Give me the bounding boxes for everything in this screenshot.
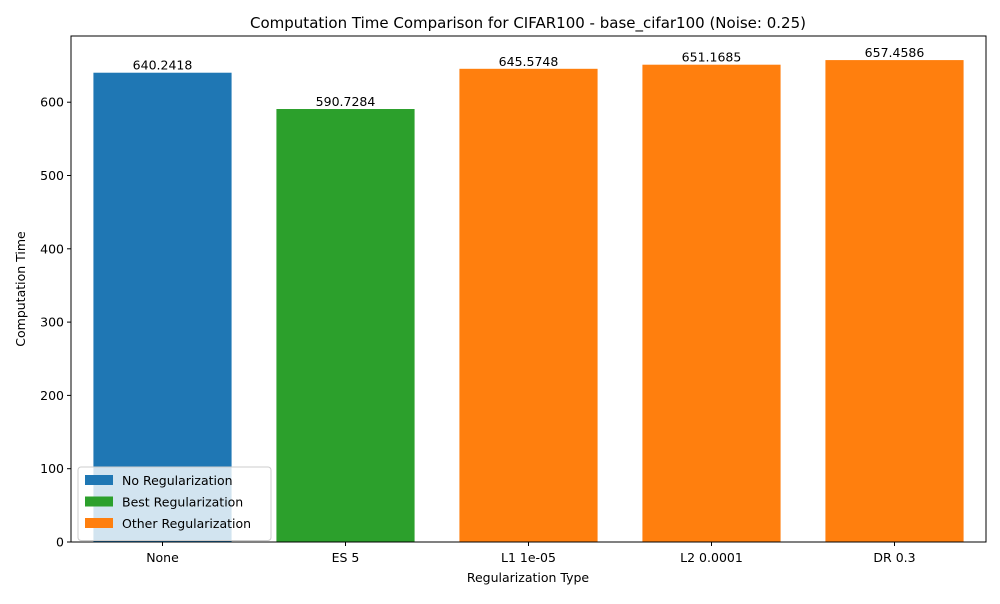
legend-box [77,466,272,541]
y-tick-label-200: 200 [40,388,64,403]
legend-swatch-other-regularization [85,518,113,528]
data-label-l1-1e-05: 645.5748 [499,54,559,69]
x-axis-label: Regularization Type [467,570,590,585]
chart-title: Computation Time Comparison for CIFAR100… [250,14,806,33]
data-label-none: 640.2418 [133,58,193,73]
y-axis-label: Computation Time [13,231,28,347]
x-tick-label-es-5: ES 5 [332,550,360,565]
data-label-dr-0-3: 657.4586 [865,45,925,60]
legend-label-best-regularization: Best Regularization [122,495,243,510]
x-tick-label-dr-0-3: DR 0.3 [873,550,915,565]
y-tick-label-600: 600 [40,95,64,110]
legend-label-other-regularization: Other Regularization [122,516,251,531]
x-tick-label-l2-0-0001: L2 0.0001 [680,550,743,565]
y-tick-label-400: 400 [40,241,64,256]
bar-none [93,72,232,543]
data-labels-layer: 640.2418 590.7284 645.5748 651.1685 657.4586 [133,45,925,109]
legend-label-no-regularization: No Regularization [122,473,233,488]
y-tick-label-0: 0 [56,535,64,550]
bar-l1-1e-05 [459,68,598,543]
legend: No Regularization Best Regularization Othe… [77,466,272,541]
bar-dr-0-3 [825,60,964,543]
x-tick-label-l1-1e-05: L1 1e-05 [501,550,556,565]
bar-es-5 [276,109,415,542]
legend-swatch-best-regularization [85,496,113,507]
x-tick-label-none: None [146,550,179,565]
legend-swatch-no-regularization [85,475,113,485]
y-tick-label-100: 100 [40,461,64,476]
axes-layer: None ES 5 L1 1e-05 L2 0.0001 DR 0.3 0 100 200 30… [40,35,987,565]
bar-l2-0-0001 [642,64,781,542]
data-label-es-5: 590.7284 [316,94,376,109]
y-tick-label-300: 300 [40,315,64,330]
bars-layer [93,60,964,543]
y-tick-label-500: 500 [40,168,64,183]
data-label-l2-0-0001: 651.1685 [682,50,742,65]
